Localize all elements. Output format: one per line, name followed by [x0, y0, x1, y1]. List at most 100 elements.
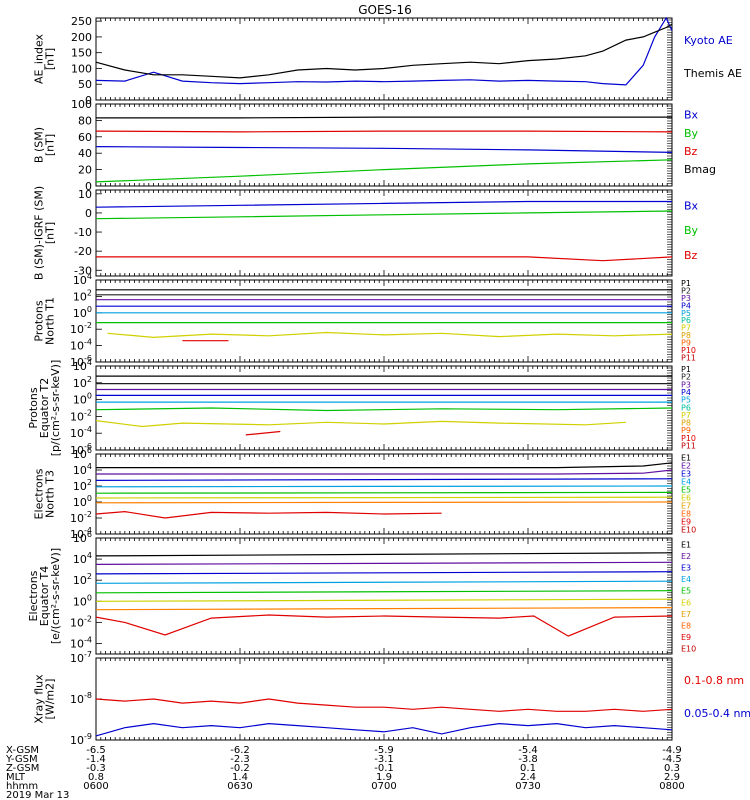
- legend-label: P9: [681, 339, 691, 348]
- y-tick-label: 40: [78, 147, 92, 160]
- y-axis-label: Protons: [33, 300, 46, 341]
- y-tick-label: 10-7: [70, 650, 92, 665]
- x-tick-label: -4.5: [662, 754, 682, 765]
- legend-label: P10: [681, 434, 696, 443]
- legend-label: P1: [681, 279, 691, 288]
- legend-label: P7: [681, 324, 691, 333]
- y-tick-label: 10: [78, 188, 92, 201]
- y-tick-label: 104: [73, 551, 92, 566]
- legend-label: By: [684, 224, 699, 237]
- x-tick-label: -0.2: [230, 763, 250, 774]
- legend-label: P8: [681, 419, 691, 428]
- x-tick-label: -2.3: [230, 754, 250, 765]
- y-tick-label: 0: [85, 180, 92, 193]
- y-tick-label: 10-2: [70, 614, 92, 629]
- y-axis-label: [nT]: [44, 134, 57, 156]
- y-tick-label: 60: [78, 131, 92, 144]
- legend-label: P3: [681, 380, 691, 389]
- panel-frame: [95, 453, 673, 535]
- panel-frame: [95, 279, 673, 363]
- x-tick-label: 0.8: [88, 772, 104, 783]
- legend-label: Bx: [684, 109, 699, 122]
- legend-label: By: [684, 127, 699, 140]
- y-axis-label: Electrons: [33, 468, 46, 519]
- series-line: [96, 462, 673, 469]
- series-line: [95, 210, 673, 220]
- x-axis-row-label: Z-GSM: [6, 763, 39, 774]
- legend-label: P5: [681, 309, 691, 318]
- y-tick-label: 100: [71, 62, 92, 75]
- y-tick-label: 102: [73, 288, 92, 303]
- y-axis-label: B (SM)-IGRF (SM): [33, 186, 46, 280]
- legend-label: E2: [681, 552, 691, 561]
- y-tick-label: 10-8: [70, 691, 92, 706]
- series-line: [95, 496, 673, 499]
- legend-label: E6: [681, 493, 691, 502]
- panel-3: -30 -20 -10 0 10 B (SM)-IGRF (SM)[nT] Bx By Bz: [33, 186, 699, 280]
- series-line: [95, 606, 673, 611]
- series-line: [95, 491, 673, 494]
- legend-label: E6: [681, 598, 691, 607]
- legend-label: E2: [681, 461, 691, 470]
- x-axis-row-label: hhmm: [6, 781, 38, 792]
- series-line: [96, 256, 673, 262]
- x-tick-label: -3.1: [374, 754, 394, 765]
- legend-label: E10: [681, 525, 696, 534]
- y-axis-label: [p/(cm²-s-sr-keV)]: [49, 360, 62, 457]
- series-line: [95, 146, 673, 153]
- series-line: [95, 571, 673, 575]
- y-axis-label: [nT]: [44, 48, 57, 70]
- x-tick-label: 0630: [227, 781, 252, 792]
- x-tick-label: 2.9: [664, 772, 680, 783]
- legend-label: E4: [681, 575, 691, 584]
- x-tick-label: 0730: [515, 781, 540, 792]
- series-line: [95, 552, 673, 557]
- series-line: [95, 561, 673, 566]
- legend-label: E7: [681, 501, 691, 510]
- series-line: [95, 23, 673, 79]
- y-tick-label: -20: [74, 245, 92, 258]
- series-line: [95, 159, 673, 183]
- legend-label: E7: [681, 610, 691, 619]
- series-line: [95, 200, 672, 208]
- y-tick-label: 200: [71, 31, 92, 44]
- x-tick-label: -5.9: [374, 745, 394, 756]
- x-axis-row-label: Y-GSM: [5, 754, 38, 765]
- y-tick-label: 104: [73, 272, 92, 287]
- series-line: [95, 130, 673, 133]
- legend-label: P5: [681, 396, 691, 405]
- x-tick-label: -5.4: [518, 745, 538, 756]
- series-line: [95, 722, 673, 737]
- legend-label: E4: [681, 477, 691, 486]
- x-tick-label: -4.9: [662, 745, 682, 756]
- legend-label: Bz: [684, 249, 698, 262]
- series-line: [95, 478, 673, 481]
- legend-label: Bmag: [684, 163, 716, 176]
- y-tick-label: 106: [73, 530, 92, 545]
- x-tick-label: -6.5: [86, 745, 106, 756]
- legend-label: E8: [681, 509, 691, 518]
- y-tick-label: 10-4: [70, 635, 92, 650]
- y-tick-label: 102: [73, 478, 92, 493]
- y-axis-label: Equator T2: [38, 378, 51, 438]
- y-tick-label: 0: [85, 94, 92, 107]
- legend-label: P2: [681, 286, 691, 295]
- series-line: [95, 485, 673, 488]
- x-tick-label: -3.8: [518, 754, 538, 765]
- y-tick-label: 150: [71, 47, 92, 60]
- legend-label: E1: [681, 540, 691, 549]
- y-tick-label: 100: [73, 305, 92, 320]
- legend-label: P6: [681, 316, 691, 325]
- y-tick-label: 102: [73, 572, 92, 587]
- y-axis-label: Equator T4: [38, 566, 51, 626]
- y-tick-label: 20: [78, 164, 92, 177]
- legend-label: P7: [681, 411, 691, 420]
- y-axis-label: AE_index: [33, 33, 46, 84]
- y-axis-label: Xray flux: [33, 674, 46, 724]
- series-line: [96, 469, 673, 475]
